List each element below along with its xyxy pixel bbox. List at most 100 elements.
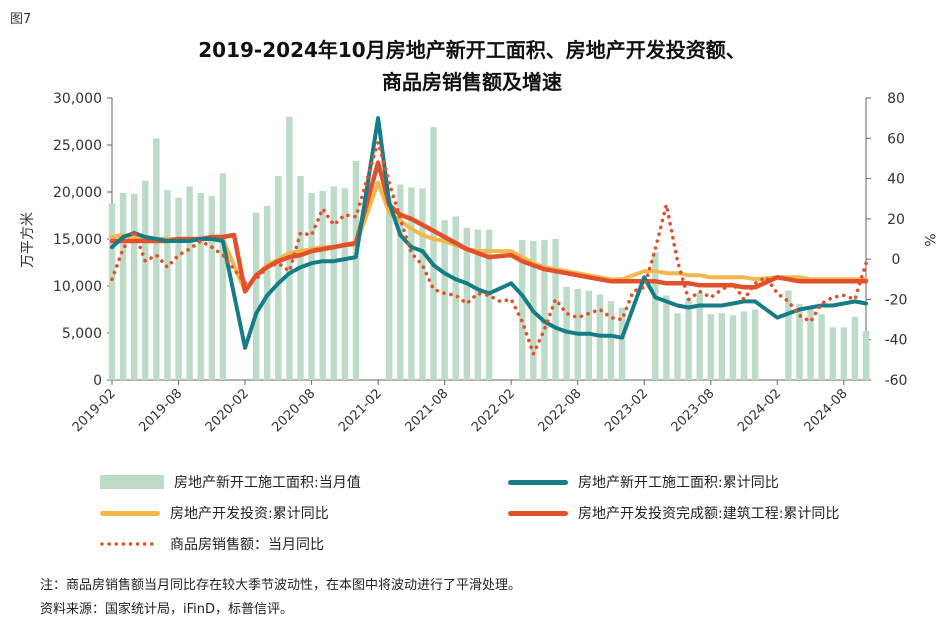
right-tick-label: 60 <box>887 131 905 147</box>
legend-swatch-new-start <box>508 479 568 485</box>
left-axis-title: 万平方米 <box>20 212 36 268</box>
bar <box>552 239 559 380</box>
chart-source: 资料来源：国家统计局，iFinD，标普信评。 <box>40 602 294 617</box>
legend-item-bar: 房地产新开工施工面积:当月值 <box>100 472 361 492</box>
bar <box>341 188 349 380</box>
legend-label-bar: 房地产新开工施工面积:当月值 <box>174 475 361 491</box>
legend-swatch-construction <box>508 510 568 516</box>
bar <box>153 138 160 380</box>
x-tick-label: 2022-08 <box>536 386 585 435</box>
right-axis-title: % <box>921 233 937 246</box>
left-tick-label: 15,000 <box>53 232 102 248</box>
right-tick-label: 80 <box>887 91 905 107</box>
bar <box>740 311 748 380</box>
x-tick-label: 2024-08 <box>802 386 851 435</box>
bar <box>463 227 471 380</box>
bar <box>862 331 870 380</box>
bar <box>519 239 526 380</box>
bar <box>297 176 304 380</box>
legend-item-construction: 房地产开发投资完成额:建筑工程:累计同比 <box>508 503 839 523</box>
bar <box>130 193 138 380</box>
bar <box>696 292 703 380</box>
bar <box>108 203 116 380</box>
bar <box>807 305 814 380</box>
bar <box>818 314 825 380</box>
legend-swatch-investment <box>100 510 160 516</box>
legend-label-construction: 房地产开发投资完成额:建筑工程:累计同比 <box>578 506 840 522</box>
left-tick-label: 5,000 <box>62 326 102 342</box>
chart-title-line2: 商品房销售额及增速 <box>382 70 562 94</box>
bar <box>119 192 127 380</box>
bar <box>840 327 848 380</box>
bar <box>164 190 171 380</box>
left-tick-label: 0 <box>93 373 102 389</box>
x-tick-label: 2022-02 <box>469 386 518 435</box>
bar <box>275 176 282 380</box>
legend-item-investment: 房地产开发投资:累计同比 <box>100 503 329 523</box>
legend-item-new-start: 房地产新开工施工面积:累计同比 <box>508 472 779 492</box>
bar <box>796 303 803 380</box>
legend-label-sales: 商品房销售额：当月同比 <box>170 537 324 553</box>
bar <box>186 186 193 380</box>
bar <box>685 298 692 380</box>
bar <box>286 116 293 381</box>
left-tick-label: 10,000 <box>53 279 102 295</box>
bar <box>397 184 404 380</box>
bar <box>208 195 216 380</box>
right-tick-label: 40 <box>887 172 905 188</box>
left-tick-label: 25,000 <box>53 138 102 154</box>
x-tick-label: 2020-08 <box>269 386 318 435</box>
bar <box>851 317 859 380</box>
bar <box>430 127 437 380</box>
x-tick-label: 2023-08 <box>669 386 718 435</box>
bar <box>707 314 714 380</box>
bar <box>308 192 315 380</box>
x-tick-label: 2023-02 <box>602 386 651 435</box>
bar <box>452 216 459 380</box>
bar <box>441 220 448 380</box>
bar <box>729 315 737 380</box>
bar <box>674 313 681 380</box>
bar <box>618 307 626 380</box>
series-line-new-start <box>110 116 868 350</box>
legend-label-new-start: 房地产新开工施工面积:累计同比 <box>578 475 779 491</box>
bar <box>385 196 393 380</box>
left-tick-label: 20,000 <box>53 185 102 201</box>
chart-note: 注：商品房销售额当月同比存在较大季节波动性，在本图中将波动进行了平滑处理。 <box>40 578 522 593</box>
bar <box>197 192 204 380</box>
legend-swatch-sales <box>100 542 160 546</box>
legend-label-investment: 房地产开发投资:累计同比 <box>170 506 329 522</box>
chart-svg: 0 5,000 10,000 15,000 20,000 25,000 30,000 -60 -… <box>20 91 937 435</box>
bar <box>652 252 659 380</box>
bar <box>751 309 759 380</box>
bar <box>252 212 260 380</box>
bar <box>142 180 149 380</box>
bar <box>419 188 426 380</box>
legend-swatch-bar <box>100 475 164 489</box>
bar <box>829 327 836 380</box>
right-tick-label: 20 <box>887 212 905 228</box>
line-series <box>109 116 869 356</box>
x-tick-label: 2021-08 <box>402 386 451 435</box>
series-line-investment <box>110 180 868 294</box>
bar <box>485 229 493 380</box>
bar <box>663 295 670 380</box>
bar <box>408 187 415 380</box>
x-tick-label: 2024-02 <box>735 386 784 435</box>
x-tick-label: 2019-02 <box>70 386 119 435</box>
right-tick-label: -20 <box>885 292 908 308</box>
bar <box>330 186 337 380</box>
chart-title-line1: 2019-2024年10月房地产新开工面积、房地产开发投资额、 <box>198 38 746 62</box>
x-tick-label: 2020-02 <box>203 386 252 435</box>
bar <box>718 313 726 380</box>
bar <box>541 239 548 380</box>
right-tick-label: -60 <box>885 373 908 389</box>
bar <box>175 197 182 380</box>
bar <box>219 173 227 380</box>
figure-label: 图7 <box>10 12 32 27</box>
bar <box>319 191 326 380</box>
series-line-sales <box>110 140 868 356</box>
legend-item-sales: 商品房销售额：当月同比 <box>100 534 324 554</box>
left-tick-label: 30,000 <box>53 91 102 107</box>
right-tick-label: 0 <box>892 252 901 268</box>
